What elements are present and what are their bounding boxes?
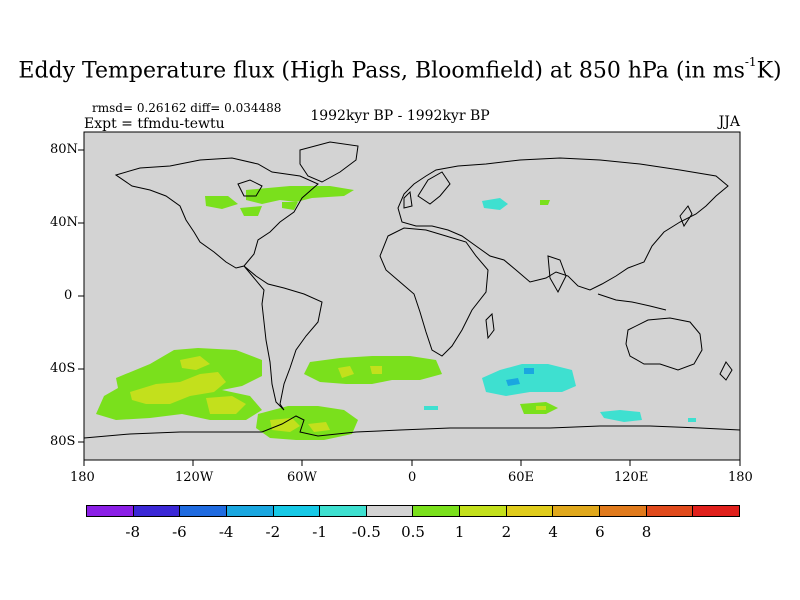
- title-text: Eddy Temperature flux (High Pass, Bloomf…: [18, 58, 745, 84]
- colorbar-swatch: [646, 506, 694, 516]
- colorbar-swatch: [180, 506, 227, 516]
- colorbar-swatch: [226, 506, 274, 516]
- cyan-region: [424, 406, 438, 410]
- lat-tick-label: 80S: [50, 434, 76, 449]
- colorbar-swatch: [273, 506, 321, 516]
- colorbar-label: -0.5: [351, 523, 381, 541]
- colorbar-swatch: [506, 506, 554, 516]
- greenland-coast: [299, 141, 359, 183]
- australia-coast: [625, 317, 703, 371]
- colorbar-label: 1: [454, 523, 465, 541]
- indonesia-coast: [597, 293, 667, 311]
- stats-text: rmsd= 0.26162 diff= 0.034488: [92, 101, 282, 115]
- colorbar-swatch: [693, 506, 739, 516]
- japan-coast: [679, 205, 693, 228]
- colorbar-label: 0.5: [401, 523, 425, 541]
- africa-coast: [379, 227, 489, 357]
- colorbar-label: -1: [312, 523, 327, 541]
- experiment-label: Expt = tfmdu-tewtu: [84, 116, 225, 132]
- colorbar-swatch: [366, 506, 414, 516]
- colorbar: [86, 505, 740, 517]
- title-end: K): [756, 58, 782, 84]
- lat-tick-label: 40S: [50, 361, 76, 376]
- colorbar-swatch: [553, 506, 601, 516]
- yellow-region: [308, 422, 330, 432]
- lon-tick-label: 0: [408, 470, 417, 485]
- yellow-region: [338, 366, 354, 378]
- colorbar-label: -2: [265, 523, 281, 541]
- period-label: 1992kyr BP - 1992kyr BP: [310, 108, 490, 124]
- cyan-region: [688, 418, 696, 422]
- yellow-region: [536, 406, 546, 410]
- green-region: [282, 202, 298, 210]
- green-region: [256, 406, 358, 440]
- green-region: [540, 200, 550, 205]
- colorbar-swatch: [460, 506, 507, 516]
- green-region: [240, 206, 262, 216]
- cyan-region: [524, 368, 534, 374]
- south-america-coast: [243, 265, 323, 411]
- colorbar-label: 2: [501, 523, 512, 541]
- yellow-region: [130, 372, 226, 404]
- cyan-region: [482, 364, 576, 396]
- yellow-region: [206, 396, 246, 414]
- new-zealand-coast: [719, 361, 733, 381]
- lon-tick-label: 120E: [614, 470, 649, 485]
- cyan-region: [600, 410, 642, 422]
- title-superscript: -1: [744, 55, 757, 69]
- cyan-region: [506, 378, 520, 386]
- hudson-bay-coast: [237, 179, 263, 197]
- colorbar-label: 4: [548, 523, 558, 541]
- uk-coast: [403, 190, 413, 209]
- green-region: [205, 196, 238, 209]
- scandinavia-coast: [417, 171, 451, 205]
- madagascar-coast: [485, 312, 495, 340]
- colorbar-label: 8: [641, 523, 652, 541]
- colorbar-swatch: [320, 506, 367, 516]
- yellow-region: [370, 366, 382, 374]
- colorbar-swatch: [133, 506, 181, 516]
- coastlines: [84, 141, 740, 439]
- colorbar-label: -4: [218, 523, 234, 541]
- yellow-region: [270, 418, 300, 432]
- lat-tick-label: 80N: [50, 142, 78, 157]
- lon-tick-label: 60E: [508, 470, 535, 485]
- lon-tick-label: 180: [70, 470, 95, 485]
- axis-ticks: [78, 149, 741, 466]
- lat-tick-label: 40N: [50, 215, 78, 230]
- colorbar-swatch: [413, 506, 461, 516]
- colorbar-label: 6: [595, 523, 605, 541]
- colorbar-swatch: [600, 506, 647, 516]
- green-region: [246, 186, 354, 204]
- india-coast: [547, 255, 567, 294]
- yellow-region: [180, 356, 210, 370]
- lon-tick-label: 180: [728, 470, 753, 485]
- colorbar-label: -6: [172, 523, 187, 541]
- lon-tick-label: 60W: [287, 470, 317, 485]
- colorbar-swatch: [87, 506, 134, 516]
- antarctica-coast: [84, 415, 740, 439]
- colorbar-label: -8: [125, 523, 141, 541]
- north-america-coast: [114, 157, 319, 269]
- lat-tick-label: 0: [64, 288, 73, 303]
- plot-title: Eddy Temperature flux (High Pass, Bloomf…: [0, 55, 800, 84]
- eurasia-coast: [397, 157, 729, 291]
- cyan-region: [482, 198, 508, 210]
- season-label: JJA: [718, 114, 740, 130]
- lon-tick-label: 120W: [175, 470, 214, 485]
- anomaly-regions: [96, 186, 696, 440]
